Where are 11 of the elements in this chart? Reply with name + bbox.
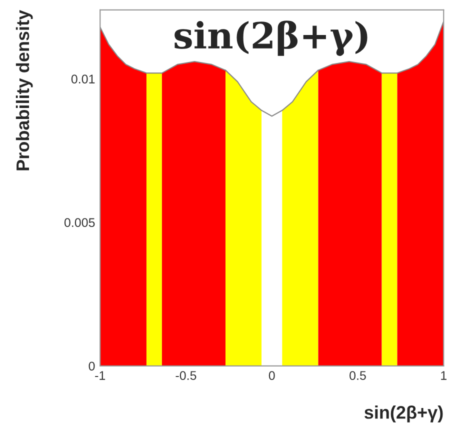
y-axis-title: Probability density [16, 10, 33, 170]
chart-title: sin(2β+γ) [174, 20, 368, 56]
x-tick-label: -0.5 [176, 371, 196, 380]
y-tick-label: 0.005 [64, 218, 95, 228]
x-tick-label: 0 [268, 371, 275, 380]
y-tick-label: 0 [88, 362, 95, 371]
x-tick-label: 1 [441, 371, 446, 380]
y-tick-label: 0.01 [71, 74, 95, 84]
x-tick-label: 0.5 [350, 371, 366, 380]
x-axis-title: sin(2β+γ) [364, 406, 443, 422]
x-tick-label: -1 [95, 371, 106, 380]
